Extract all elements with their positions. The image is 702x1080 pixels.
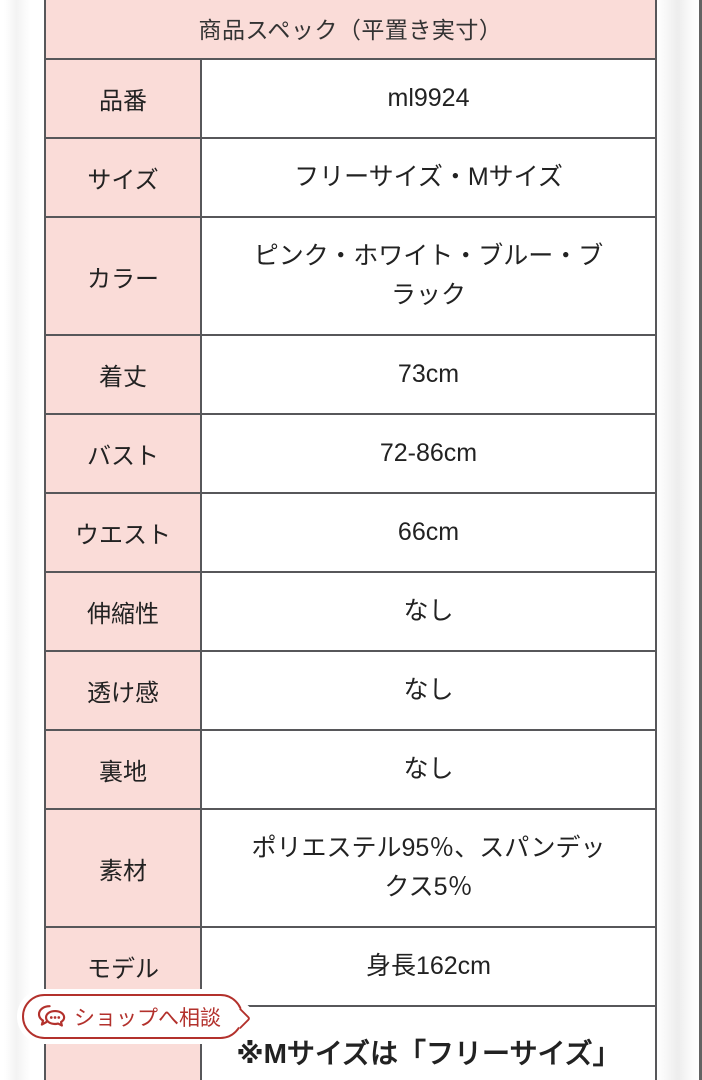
spec-label-cell: 着丈 xyxy=(46,336,202,413)
spec-value-cell: ※Mサイズは「フリーサイズ」 xyxy=(202,1007,655,1080)
spec-label-cell: カラー xyxy=(46,218,202,334)
chat-bubbles-icon xyxy=(36,1003,66,1030)
table-row: カラー ピンク・ホワイト・ブルー・ブラック xyxy=(46,216,655,334)
spec-label-cell: モデル xyxy=(46,928,202,1005)
table-row: 透け感 なし xyxy=(46,650,655,729)
spec-label-cell: ウエスト xyxy=(46,494,202,571)
spec-label-cell: サイズ xyxy=(46,139,202,216)
spec-value-cell: フリーサイズ・Mサイズ xyxy=(202,139,655,216)
spec-label-cell: 品番 xyxy=(46,60,202,137)
product-spec-table: 商品スペック（平置き実寸） 品番 ml9924 サイズ フリーサイズ・Mサイズ … xyxy=(44,0,657,1080)
table-row: サイズ フリーサイズ・Mサイズ xyxy=(46,137,655,216)
table-row: 裏地 なし xyxy=(46,729,655,808)
table-row: 素材 ポリエステル95％、スパンデックス5％ xyxy=(46,808,655,926)
spec-value-cell: 身長162cm xyxy=(202,928,655,1005)
table-row: ※Mサイズは「フリーサイズ」 xyxy=(46,1005,655,1080)
table-row: バスト 72-86cm xyxy=(46,413,655,492)
viewport-right-divider[interactable] xyxy=(699,0,702,1080)
table-row: 着丈 73cm xyxy=(46,334,655,413)
spec-value-cell: なし xyxy=(202,573,655,650)
spec-value-cell: ポリエステル95％、スパンデックス5％ xyxy=(202,810,655,926)
spec-value-cell: なし xyxy=(202,731,655,808)
left-margin-shade xyxy=(4,0,32,1080)
shop-consult-button[interactable]: ショップへ相談 xyxy=(22,994,243,1039)
spec-label-cell: 透け感 xyxy=(46,652,202,729)
spec-value-cell: 72-86cm xyxy=(202,415,655,492)
table-row: 品番 ml9924 xyxy=(46,60,655,137)
chat-button-label: ショップへ相談 xyxy=(74,1006,221,1030)
table-title: 商品スペック（平置き実寸） xyxy=(46,0,655,60)
spec-label-cell: 素材 xyxy=(46,810,202,926)
spec-label-cell: バスト xyxy=(46,415,202,492)
right-margin-shade xyxy=(657,0,699,1080)
spec-value-cell: 66cm xyxy=(202,494,655,571)
spec-value-cell: ピンク・ホワイト・ブルー・ブラック xyxy=(202,218,655,334)
spec-label-cell: 裏地 xyxy=(46,731,202,808)
table-row: ウエスト 66cm xyxy=(46,492,655,571)
spec-label-cell: 伸縮性 xyxy=(46,573,202,650)
table-row: 伸縮性 なし xyxy=(46,571,655,650)
spec-value-cell: 73cm xyxy=(202,336,655,413)
table-row: モデル 身長162cm xyxy=(46,926,655,1005)
spec-value-cell: ml9924 xyxy=(202,60,655,137)
spec-value-cell: なし xyxy=(202,652,655,729)
table-body: 品番 ml9924 サイズ フリーサイズ・Mサイズ カラー ピンク・ホワイト・ブ… xyxy=(46,60,655,1080)
